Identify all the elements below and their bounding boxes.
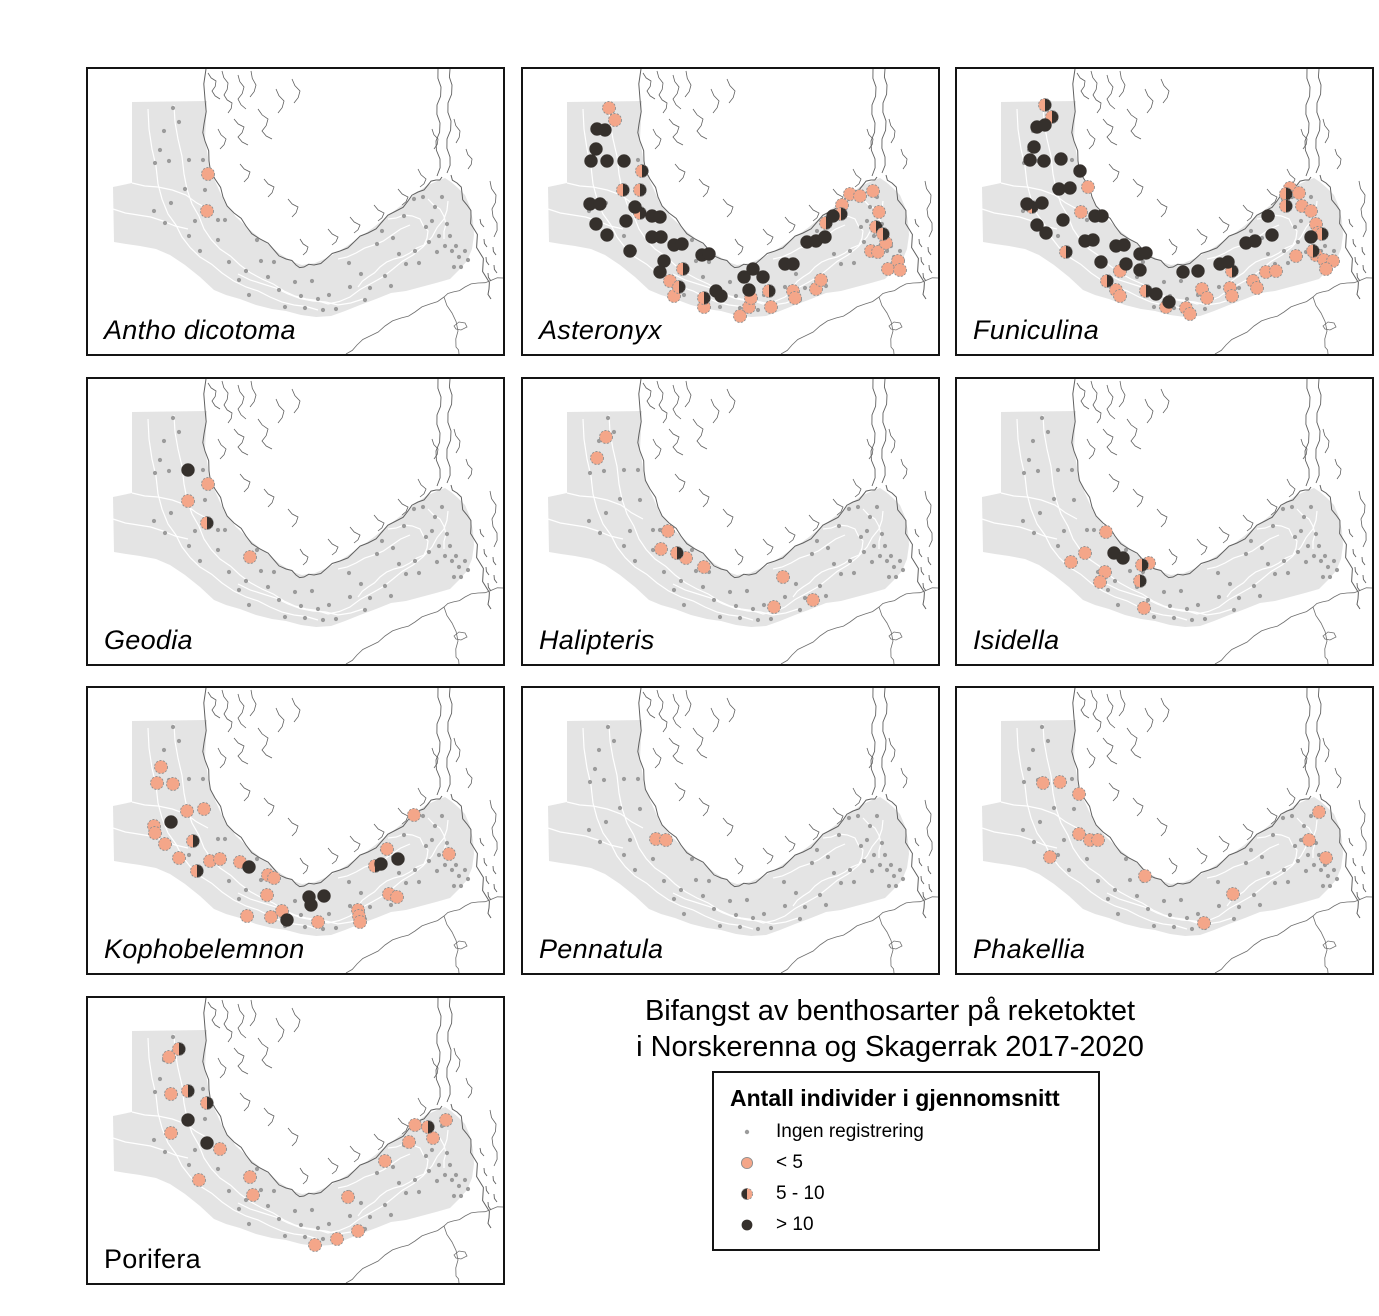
species-label: Isidella <box>973 625 1060 655</box>
species-label: Funiculina <box>973 315 1100 345</box>
species-label: Kophobelemnon <box>104 934 305 964</box>
legend-item-5-10: 5 - 10 <box>714 1178 1098 1209</box>
lt5-symbol <box>730 1154 764 1172</box>
map-panel-geodia: Geodia <box>86 377 505 666</box>
gt10-symbol <box>730 1216 764 1234</box>
map-panel-pennatula: Pennatula <box>521 686 940 975</box>
species-label: Porifera <box>104 1244 201 1274</box>
map-kophobelemnon <box>112 688 503 973</box>
map-panel-asteronyx: Asteronyx <box>521 67 940 356</box>
species-label: Asteronyx <box>539 315 662 345</box>
map-halipteris <box>547 379 938 664</box>
map-asteronyx <box>547 69 938 354</box>
figure-title: Bifangst av benthosarter på reketoktet i… <box>520 993 1260 1065</box>
legend-item-gt10: > 10 <box>714 1209 1098 1240</box>
map-panel-isidella: Isidella <box>955 377 1374 666</box>
map-phakellia <box>981 688 1372 973</box>
species-label: Geodia <box>104 625 193 655</box>
species-label: Antho dicotoma <box>104 315 296 345</box>
map-funiculina <box>981 69 1372 354</box>
map-panel-kophobelemnon: Kophobelemnon <box>86 686 505 975</box>
legend-item-label: > 10 <box>776 1213 814 1235</box>
legend-item-label: < 5 <box>776 1151 803 1173</box>
species-label: Phakellia <box>973 934 1086 964</box>
map-porifera <box>112 998 503 1283</box>
map-panel-phakellia: Phakellia <box>955 686 1374 975</box>
map-panel-halipteris: Halipteris <box>521 377 940 666</box>
figure-title-line2: i Norskerenna og Skagerrak 2017-2020 <box>636 1031 1144 1063</box>
species-label: Halipteris <box>539 625 655 655</box>
legend-item-label: 5 - 10 <box>776 1182 825 1204</box>
map-panel-antho-dicotoma: Antho dicotoma <box>86 67 505 356</box>
legend-item-label: Ingen registrering <box>776 1120 924 1142</box>
map-pennatula <box>547 688 938 973</box>
no-registration-symbol <box>730 1123 764 1141</box>
legend-title: Antall individer i gjennomsnitt <box>730 1085 1060 1111</box>
half-circle-symbol <box>730 1185 764 1203</box>
map-panel-funiculina: Funiculina <box>955 67 1374 356</box>
map-panel-porifera: Porifera <box>86 996 505 1285</box>
legend-item-lt5: < 5 <box>714 1147 1098 1178</box>
map-isidella <box>981 379 1372 664</box>
legend-item-none: Ingen registrering <box>714 1116 1098 1147</box>
map-antho-dicotoma <box>112 69 503 354</box>
map-geodia <box>112 379 503 664</box>
figure-title-line1: Bifangst av benthosarter på reketoktet <box>644 995 1136 1027</box>
legend-box: Antall individer i gjennomsnitt Ingen re… <box>712 1071 1100 1251</box>
species-label: Pennatula <box>539 934 664 964</box>
